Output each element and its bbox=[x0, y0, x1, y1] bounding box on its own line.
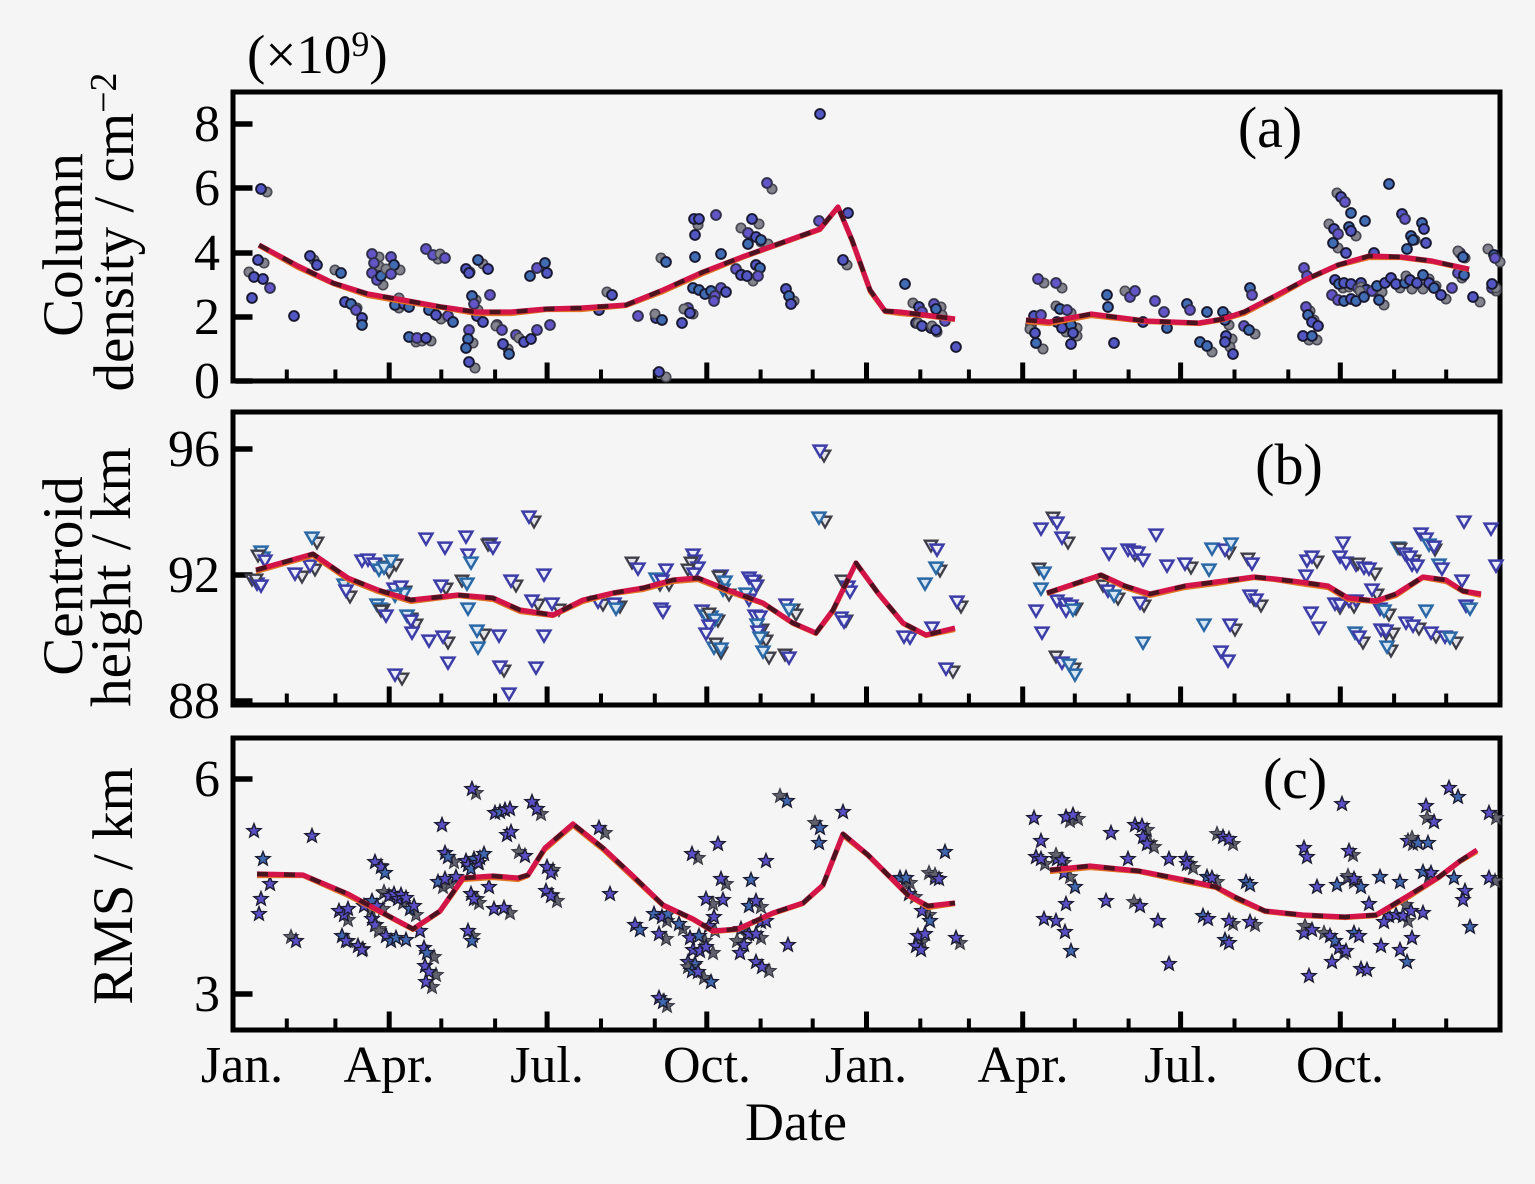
svg-text:Apr.: Apr. bbox=[978, 1037, 1069, 1094]
svg-text:Column: Column bbox=[32, 153, 95, 337]
svg-text:Jan.: Jan. bbox=[825, 1037, 907, 1094]
svg-text:Oct.: Oct. bbox=[1296, 1037, 1384, 1094]
svg-text:Oct.: Oct. bbox=[663, 1037, 751, 1094]
svg-text:(a): (a) bbox=[1238, 95, 1302, 160]
svg-text:Jan.: Jan. bbox=[201, 1037, 283, 1094]
svg-text:Jul.: Jul. bbox=[1144, 1037, 1218, 1094]
svg-text:(b): (b) bbox=[1255, 432, 1323, 497]
svg-text:2: 2 bbox=[194, 289, 220, 346]
svg-text:density / cm−2: density / cm−2 bbox=[83, 72, 146, 391]
svg-text:92: 92 bbox=[168, 547, 220, 604]
svg-text:Jul.: Jul. bbox=[510, 1037, 584, 1094]
svg-text:RMS / km: RMS / km bbox=[82, 767, 145, 1005]
svg-text:Centroid: Centroid bbox=[32, 476, 95, 675]
svg-text:Apr.: Apr. bbox=[344, 1037, 435, 1094]
svg-text:0: 0 bbox=[194, 353, 220, 410]
svg-text:8: 8 bbox=[194, 96, 220, 153]
svg-text:Date: Date bbox=[745, 1092, 847, 1152]
svg-text:6: 6 bbox=[194, 751, 220, 808]
svg-text:3: 3 bbox=[194, 966, 220, 1023]
svg-text:6: 6 bbox=[194, 160, 220, 217]
svg-text:(c): (c) bbox=[1263, 746, 1327, 811]
svg-text:height / km: height / km bbox=[80, 447, 143, 707]
svg-text:96: 96 bbox=[168, 421, 220, 478]
svg-text:4: 4 bbox=[194, 225, 220, 282]
svg-text:88: 88 bbox=[168, 673, 220, 730]
